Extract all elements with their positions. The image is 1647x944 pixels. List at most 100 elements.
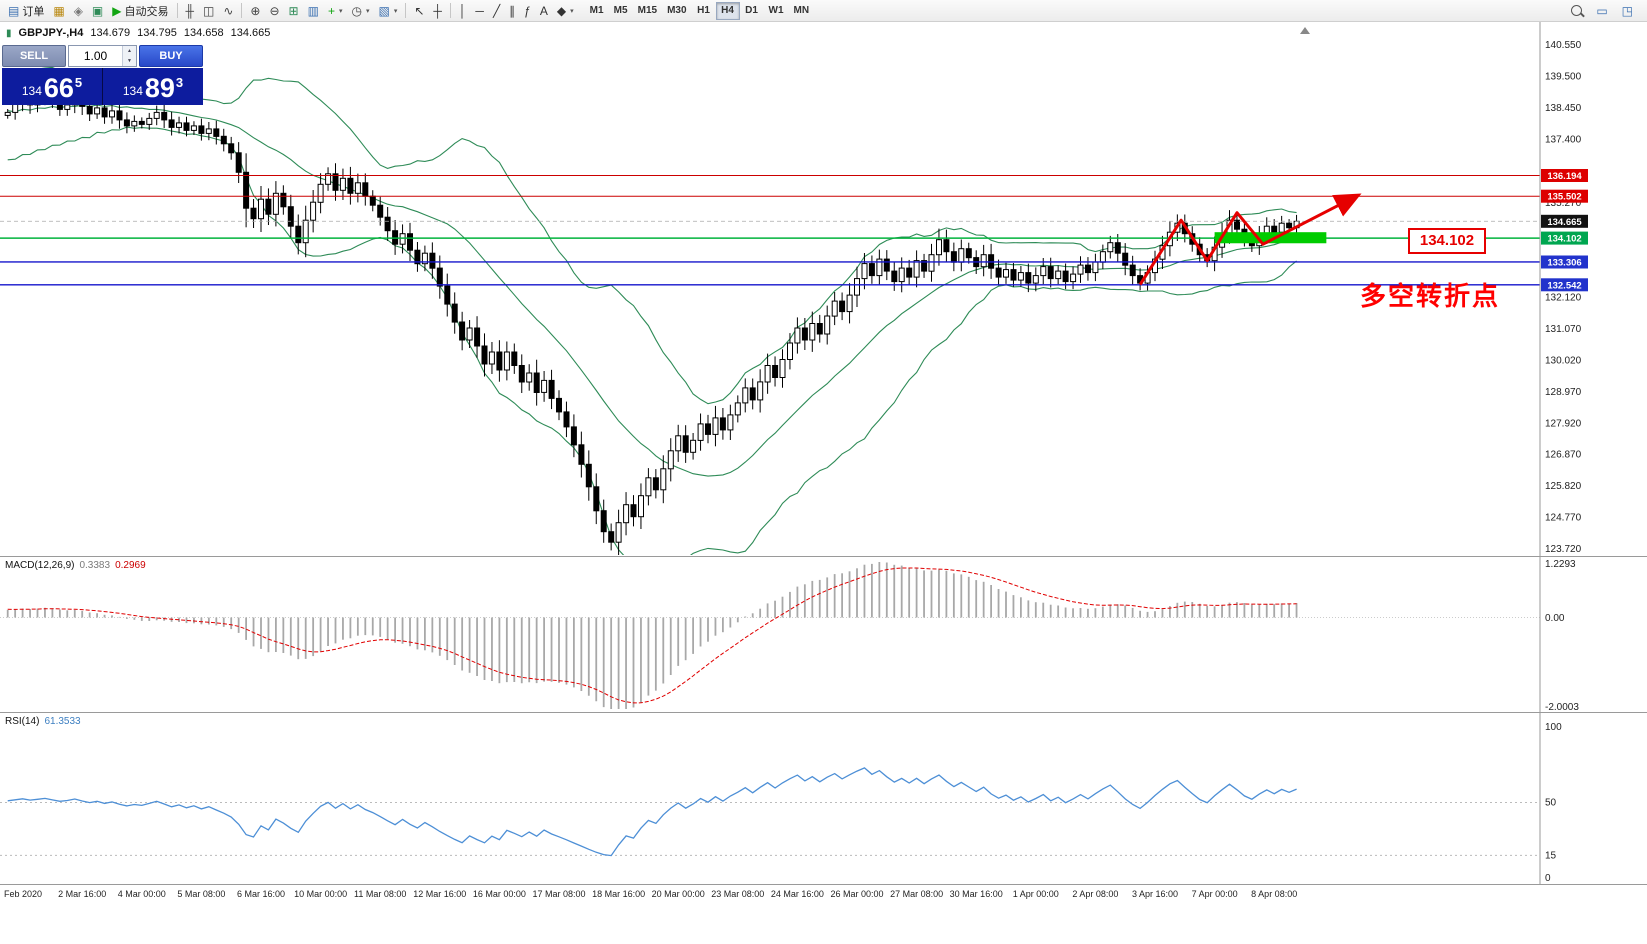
timeframe-m15[interactable]: M15 bbox=[633, 2, 662, 20]
timeframe-d1[interactable]: D1 bbox=[740, 2, 764, 20]
svg-text:134.665: 134.665 bbox=[1547, 217, 1582, 228]
level-price-label: 134.102 bbox=[1408, 228, 1486, 254]
vertical-line-button[interactable]: │ bbox=[455, 1, 471, 20]
new-chart-icon: ▭ bbox=[1596, 3, 1608, 18]
time-tick-label: 7 Apr 00:00 bbox=[1192, 889, 1238, 899]
horizontal-line-icon: ─ bbox=[475, 3, 484, 18]
text-button[interactable]: A bbox=[536, 1, 552, 20]
timeframe-h1[interactable]: H1 bbox=[692, 2, 716, 20]
cursor-icon: ↖ bbox=[414, 3, 425, 18]
time-tick-label: 16 Mar 00:00 bbox=[473, 889, 526, 899]
one-click-trade-panel: SELL ▲ ▼ BUY 134 66 5 134 89 3 bbox=[2, 45, 203, 105]
new-chart-button[interactable]: ▭ bbox=[1592, 1, 1611, 20]
new-order-button[interactable]: ▤ 订单 bbox=[4, 1, 48, 20]
timeframe-m30[interactable]: M30 bbox=[662, 2, 691, 20]
cursor-button[interactable]: ↖ bbox=[410, 1, 428, 20]
timeframe-m5[interactable]: M5 bbox=[609, 2, 633, 20]
macd-main-value: 0.3383 bbox=[79, 560, 111, 571]
time-tick-label: 1 Apr 00:00 bbox=[1013, 889, 1059, 899]
svg-text:132.542: 132.542 bbox=[1547, 280, 1581, 291]
buy-price-big: 89 bbox=[144, 73, 175, 103]
periods-icon: ◷ bbox=[351, 3, 362, 18]
templates-button[interactable]: ▧ ▾ bbox=[374, 1, 401, 20]
macd-name: MACD(12,26,9) bbox=[5, 560, 75, 571]
volume-down-button[interactable]: ▼ bbox=[123, 56, 136, 66]
svg-text:100: 100 bbox=[1545, 722, 1562, 733]
fibonacci-icon: ƒ bbox=[524, 3, 531, 18]
trendline-button[interactable]: ╱ bbox=[489, 1, 504, 20]
price-tick-label: 125.820 bbox=[1545, 481, 1582, 492]
time-axis[interactable]: Feb 2020 2 Mar 16:00 4 Mar 00:00 5 Mar 08:0… bbox=[4, 889, 1297, 899]
terminal-button[interactable]: ▣ bbox=[88, 1, 107, 20]
sell-button[interactable]: SELL bbox=[2, 45, 66, 67]
price-tick-label: 126.870 bbox=[1545, 450, 1582, 461]
svg-text:134.102: 134.102 bbox=[1547, 234, 1581, 245]
macd-indicator-label: MACD(12,26,9) 0.3383 0.2969 bbox=[5, 560, 146, 571]
candlestick-chart-button[interactable]: ◫ bbox=[199, 1, 218, 20]
timeframe-h4[interactable]: H4 bbox=[715, 1, 740, 20]
grid-button[interactable]: ⊞ bbox=[285, 1, 303, 20]
price-tick-label: 138.450 bbox=[1545, 103, 1582, 114]
price-tick-label: 127.920 bbox=[1545, 418, 1582, 429]
tile-windows-button[interactable]: ▥ bbox=[304, 1, 323, 20]
buy-price-small: 134 bbox=[122, 84, 143, 98]
horizontal-line-button[interactable]: ─ bbox=[471, 1, 488, 20]
turning-point-note: 多空转折点 bbox=[1360, 281, 1501, 311]
zoom-out-button[interactable]: ⊖ bbox=[265, 1, 283, 20]
price-badge-133.306 bbox=[1541, 255, 1588, 269]
search-button[interactable] bbox=[1567, 1, 1586, 20]
volume-up-button[interactable]: ▲ bbox=[123, 46, 136, 56]
toolbar-left: ▤ 订单 ▦ ◈ ▣ ▶ 自动交易 ╫ ◫ ∿ ⊕ ⊖ ⊞ ▥ + ▾ ◷ ▾ ▧ ▾ ↖ ┼ │ ─ ╱ ∥ ƒ A ◆ ▾ bbox=[4, 1, 578, 20]
candlestick-chart-icon: ◫ bbox=[203, 3, 215, 18]
zoom-out-icon: ⊖ bbox=[269, 3, 280, 18]
buy-price[interactable]: 134 89 3 bbox=[103, 68, 203, 105]
toolbar-separator bbox=[176, 3, 178, 18]
profiles-button[interactable]: ◳ bbox=[1618, 1, 1637, 20]
sell-price-big: 66 bbox=[43, 73, 74, 103]
indicators-button[interactable]: + ▾ bbox=[324, 1, 347, 20]
price-tick-label: 135.270 bbox=[1545, 198, 1582, 209]
trendline-icon: ╱ bbox=[492, 3, 501, 18]
price-tick-label: 137.400 bbox=[1545, 134, 1582, 145]
templates-icon: ▧ bbox=[378, 3, 390, 18]
fibonacci-button[interactable]: ƒ bbox=[520, 1, 535, 20]
channel-button[interactable]: ∥ bbox=[505, 1, 519, 20]
zoom-in-button[interactable]: ⊕ bbox=[246, 1, 264, 20]
crosshair-button[interactable]: ┼ bbox=[429, 1, 446, 20]
time-tick-label: 26 Mar 00:00 bbox=[830, 889, 883, 899]
crosshair-icon: ┼ bbox=[433, 3, 442, 18]
caret-down-icon: ▾ bbox=[393, 7, 398, 15]
price-axis[interactable]: 140.550 139.500 138.450 137.400 135.270 132.1… bbox=[1541, 40, 1588, 555]
chart-ohlc-header: ▮ GBPJPY-,H4 134.679 134.795 134.658 134… bbox=[6, 27, 270, 39]
open-value: 134.679 bbox=[90, 27, 131, 39]
line-chart-button[interactable]: ∿ bbox=[219, 1, 237, 20]
market-watch-button[interactable]: ▦ bbox=[49, 1, 68, 20]
svg-text:50: 50 bbox=[1545, 798, 1557, 809]
chart-type-icon: ▮ bbox=[6, 27, 12, 39]
trend-zigzag-arrow bbox=[1138, 193, 1362, 286]
macd-signal-value: 0.2969 bbox=[115, 560, 146, 571]
time-tick-label: 30 Mar 16:00 bbox=[950, 889, 1003, 899]
price-tick-label: 131.070 bbox=[1545, 324, 1582, 335]
auto-trading-button[interactable]: ▶ 自动交易 bbox=[108, 1, 172, 20]
timeframe-m1[interactable]: M1 bbox=[585, 2, 609, 20]
navigator-button[interactable]: ◈ bbox=[70, 1, 87, 20]
periods-button[interactable]: ◷ ▾ bbox=[347, 1, 373, 20]
vertical-line-icon: │ bbox=[458, 3, 467, 18]
volume-input[interactable] bbox=[69, 46, 122, 66]
shapes-button[interactable]: ◆ ▾ bbox=[553, 1, 578, 20]
svg-text:1.2293: 1.2293 bbox=[1545, 559, 1576, 570]
svg-text:0.00: 0.00 bbox=[1545, 613, 1565, 624]
volume-spinner: ▲ ▼ bbox=[122, 46, 136, 66]
buy-button[interactable]: BUY bbox=[139, 45, 203, 67]
time-tick-label: 2 Apr 08:00 bbox=[1072, 889, 1118, 899]
rsi-line bbox=[7, 767, 1297, 857]
sell-price[interactable]: 134 66 5 bbox=[2, 68, 102, 105]
time-tick-label: 20 Mar 00:00 bbox=[652, 889, 705, 899]
timeframe-mn[interactable]: MN bbox=[789, 2, 815, 20]
timeframe-w1[interactable]: W1 bbox=[764, 2, 789, 20]
chart-plot-area[interactable] bbox=[0, 22, 1540, 884]
time-tick-label: 24 Mar 16:00 bbox=[771, 889, 824, 899]
bar-chart-button[interactable]: ╫ bbox=[182, 1, 199, 20]
